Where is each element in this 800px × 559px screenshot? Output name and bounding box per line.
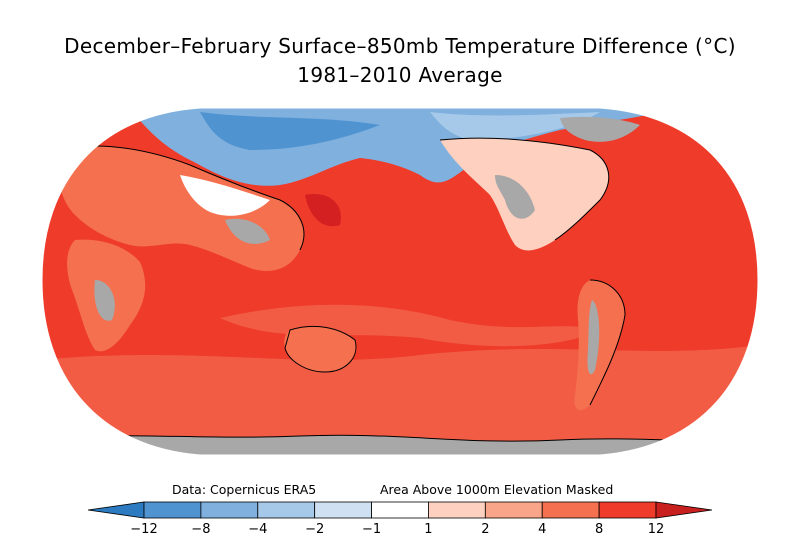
- colorbar-segment-min-arrow: [87, 501, 145, 519]
- rockies-mask: [495, 175, 535, 219]
- chart-title: December–February Surface–850mb Temperat…: [64, 34, 736, 58]
- globe-outline: [41, 107, 759, 456]
- colorbar-segment: [257, 501, 316, 519]
- siberia-cold-core: [200, 112, 380, 150]
- colorbar-segment: [314, 501, 372, 519]
- elevation-mask-note: Area Above 1000m Elevation Masked: [380, 482, 614, 497]
- australia-coastline: [284, 325, 357, 373]
- north-america-coastline: [439, 137, 610, 241]
- colorbar-tick-label: −8: [191, 522, 210, 537]
- data-source-note: Data: Copernicus ERA5: [172, 482, 317, 497]
- chart-subtitle: 1981–2010 Average: [297, 63, 503, 87]
- colorbar-segment: [200, 501, 259, 519]
- antarctica-mask: [42, 435, 758, 455]
- central-asia-neutral: [180, 175, 270, 216]
- colorbar-segment: [428, 501, 486, 519]
- colorbar-segments: [87, 501, 713, 519]
- greenland-mask: [560, 116, 640, 142]
- colorbar-segment: [143, 501, 202, 519]
- east-africa-mask: [94, 280, 115, 321]
- antarctica-coastline: [42, 434, 758, 442]
- colorbar-tick-label: 1: [424, 522, 432, 537]
- world-map: [41, 107, 759, 456]
- colorbar-tick-label: 8: [595, 522, 603, 537]
- colorbar-segment: [541, 501, 600, 519]
- tibet-mask: [225, 218, 270, 244]
- colorbar-tick-label: −12: [130, 522, 157, 537]
- northwest-pacific-deep: [305, 194, 341, 227]
- colorbar-labels: −12 −8 −4 −2 −1 1 2 4 8 12: [130, 522, 664, 537]
- colorbar-tick-label: −2: [305, 522, 324, 537]
- australia-land: [284, 326, 356, 372]
- eurasia-coastline: [59, 145, 305, 251]
- arctic-ocean-cold: [430, 112, 600, 140]
- colorbar-segment: [371, 501, 429, 519]
- andes-mask: [587, 300, 600, 375]
- colorbar-tick-label: −1: [362, 522, 381, 537]
- south-america-coastline: [589, 279, 626, 406]
- colorbar-segment-max-arrow: [655, 501, 713, 519]
- south-america-land: [574, 280, 625, 411]
- subtropical-band: [220, 304, 600, 347]
- colorbar-tick-label: 4: [538, 522, 546, 537]
- colorbar-segment: [484, 501, 543, 519]
- colorbar-segment: [598, 501, 657, 519]
- colorbar-tick-label: 2: [481, 522, 489, 537]
- colorbar-tick-label: −4: [248, 522, 267, 537]
- colorbar-tick-label: 12: [648, 522, 665, 537]
